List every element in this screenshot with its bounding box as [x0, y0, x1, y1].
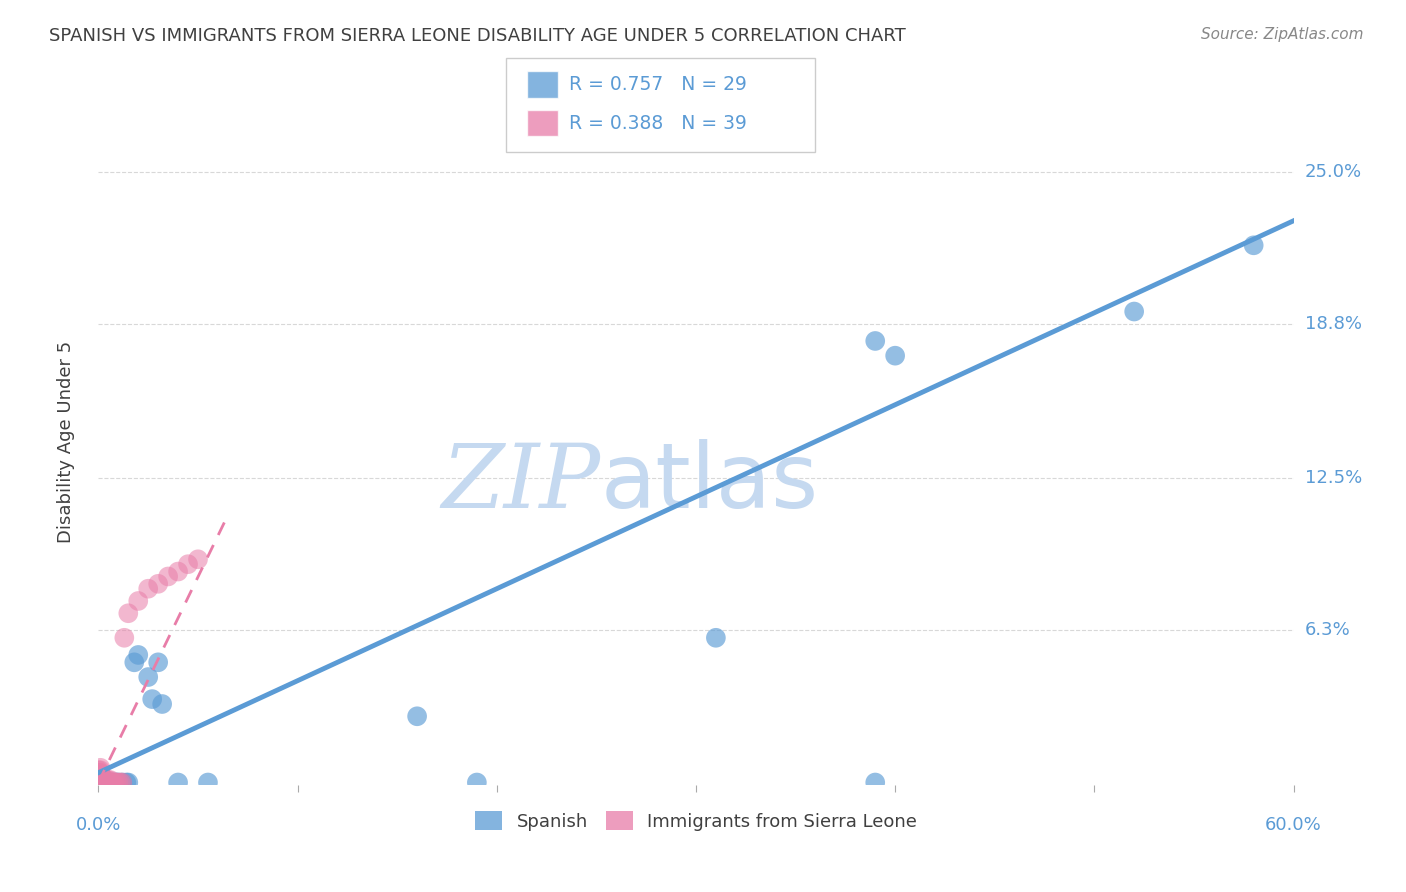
Point: [87, 768, 110, 782]
Point: [141, 692, 163, 706]
Point: [89, 775, 111, 789]
Point: [89, 768, 111, 782]
Point: [91, 772, 114, 788]
Point: [406, 709, 429, 723]
Point: [87, 775, 110, 789]
Point: [112, 631, 135, 645]
Text: ZIP: ZIP: [441, 440, 600, 526]
Y-axis label: Disability Age Under 5: Disability Age Under 5: [56, 341, 75, 542]
Text: atlas: atlas: [600, 439, 818, 527]
Text: 25.0%: 25.0%: [1305, 162, 1362, 181]
Point: [177, 557, 200, 572]
Point: [89, 765, 111, 780]
Point: [93, 775, 115, 789]
Point: [89, 764, 111, 778]
Point: [197, 775, 219, 789]
Point: [704, 631, 727, 645]
Point: [89, 771, 111, 785]
Point: [167, 565, 190, 579]
Point: [91, 775, 114, 789]
Point: [98, 775, 122, 789]
Point: [96, 775, 118, 789]
Text: 0.0%: 0.0%: [76, 815, 121, 833]
Text: 60.0%: 60.0%: [1265, 815, 1322, 833]
Point: [98, 775, 122, 789]
Point: [105, 775, 128, 789]
Point: [110, 775, 132, 789]
Point: [107, 775, 129, 789]
Point: [148, 576, 170, 591]
Point: [111, 775, 134, 789]
Point: [136, 582, 159, 596]
Point: [111, 775, 134, 789]
Point: [167, 775, 190, 789]
Point: [97, 772, 120, 788]
Point: [91, 775, 114, 789]
Point: [93, 772, 115, 788]
Point: [127, 648, 149, 662]
Point: [148, 655, 170, 669]
Text: R = 0.757   N = 29: R = 0.757 N = 29: [569, 75, 748, 95]
Text: 18.8%: 18.8%: [1305, 315, 1361, 333]
Point: [187, 552, 209, 566]
Point: [105, 775, 128, 789]
Point: [103, 775, 125, 789]
Point: [96, 772, 118, 788]
Text: SPANISH VS IMMIGRANTS FROM SIERRA LEONE DISABILITY AGE UNDER 5 CORRELATION CHART: SPANISH VS IMMIGRANTS FROM SIERRA LEONE …: [49, 27, 905, 45]
Point: [103, 775, 125, 789]
Point: [97, 775, 120, 789]
Point: [101, 775, 124, 789]
Point: [150, 697, 173, 711]
Point: [1243, 238, 1265, 252]
Point: [865, 334, 887, 348]
Point: [127, 594, 149, 608]
Point: [91, 771, 114, 785]
Point: [1123, 304, 1146, 318]
Point: [87, 772, 110, 788]
Point: [89, 761, 111, 775]
Point: [865, 775, 887, 789]
Point: [136, 670, 159, 684]
Point: [98, 772, 122, 788]
Point: [87, 764, 110, 778]
Point: [96, 775, 118, 789]
Point: [89, 772, 111, 788]
Legend: Spanish, Immigrants from Sierra Leone: Spanish, Immigrants from Sierra Leone: [468, 804, 924, 838]
Point: [465, 775, 488, 789]
Point: [87, 765, 110, 780]
Point: [89, 775, 111, 789]
Point: [101, 775, 124, 789]
Point: [124, 655, 146, 669]
Text: 12.5%: 12.5%: [1305, 469, 1362, 487]
Point: [87, 771, 110, 785]
Point: [117, 607, 139, 621]
Text: Source: ZipAtlas.com: Source: ZipAtlas.com: [1201, 27, 1364, 42]
Point: [117, 775, 139, 789]
Point: [107, 775, 129, 789]
Point: [157, 569, 180, 583]
Text: R = 0.388   N = 39: R = 0.388 N = 39: [569, 113, 748, 133]
Text: 6.3%: 6.3%: [1305, 622, 1350, 640]
Point: [93, 775, 115, 789]
Point: [97, 775, 120, 789]
Point: [115, 775, 138, 789]
Point: [884, 349, 907, 363]
